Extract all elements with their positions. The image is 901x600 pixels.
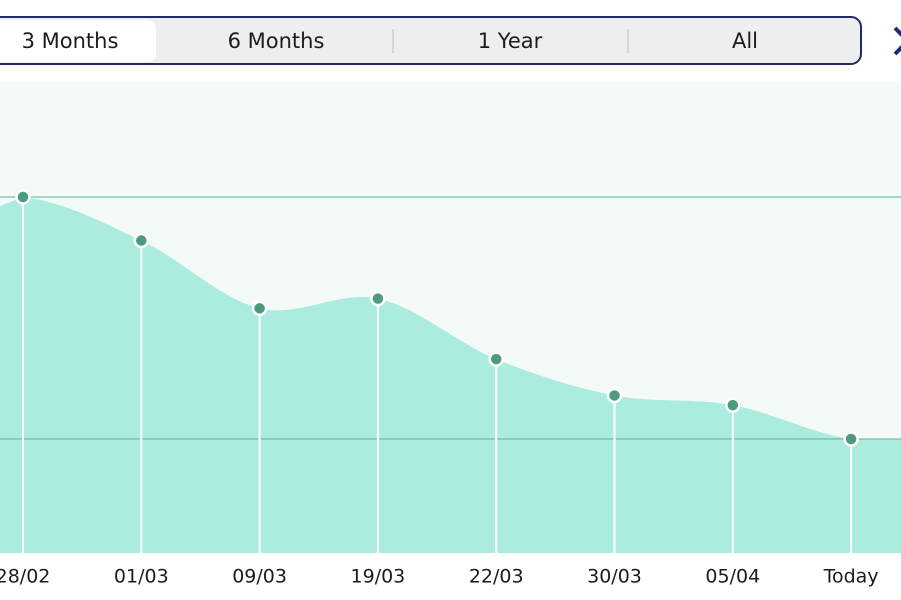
selected-tab[interactable] xyxy=(0,20,156,62)
x-tick-label: Today xyxy=(823,566,879,588)
tab-bar xyxy=(0,16,862,65)
point xyxy=(15,189,31,205)
point xyxy=(843,431,859,447)
expand-icon[interactable] xyxy=(893,26,901,56)
point xyxy=(606,387,623,404)
x-tick-label: 09/03 xyxy=(232,566,287,588)
point xyxy=(133,232,150,249)
x-tick-label: 28/02 xyxy=(0,566,50,588)
area xyxy=(0,197,901,553)
point xyxy=(725,397,741,413)
x-tick-label: 01/03 xyxy=(114,566,169,588)
x-tick-label: 22/03 xyxy=(469,566,524,588)
x-tick-label: 05/04 xyxy=(705,566,760,588)
expand-icon-stroke xyxy=(893,26,901,56)
point xyxy=(370,290,386,307)
point xyxy=(488,351,504,367)
tab-label[interactable]: 6 Months xyxy=(228,29,325,53)
tab-label[interactable]: All xyxy=(732,29,758,53)
x-tick-label: 19/03 xyxy=(351,566,406,588)
point xyxy=(251,300,268,317)
range-tabs: 3 Months 6 Months 1 Year All xyxy=(0,16,862,65)
tab-label[interactable]: 3 Months xyxy=(22,29,119,53)
tab-label[interactable]: 1 Year xyxy=(478,29,543,53)
x-tick-label: 30/03 xyxy=(587,566,642,588)
